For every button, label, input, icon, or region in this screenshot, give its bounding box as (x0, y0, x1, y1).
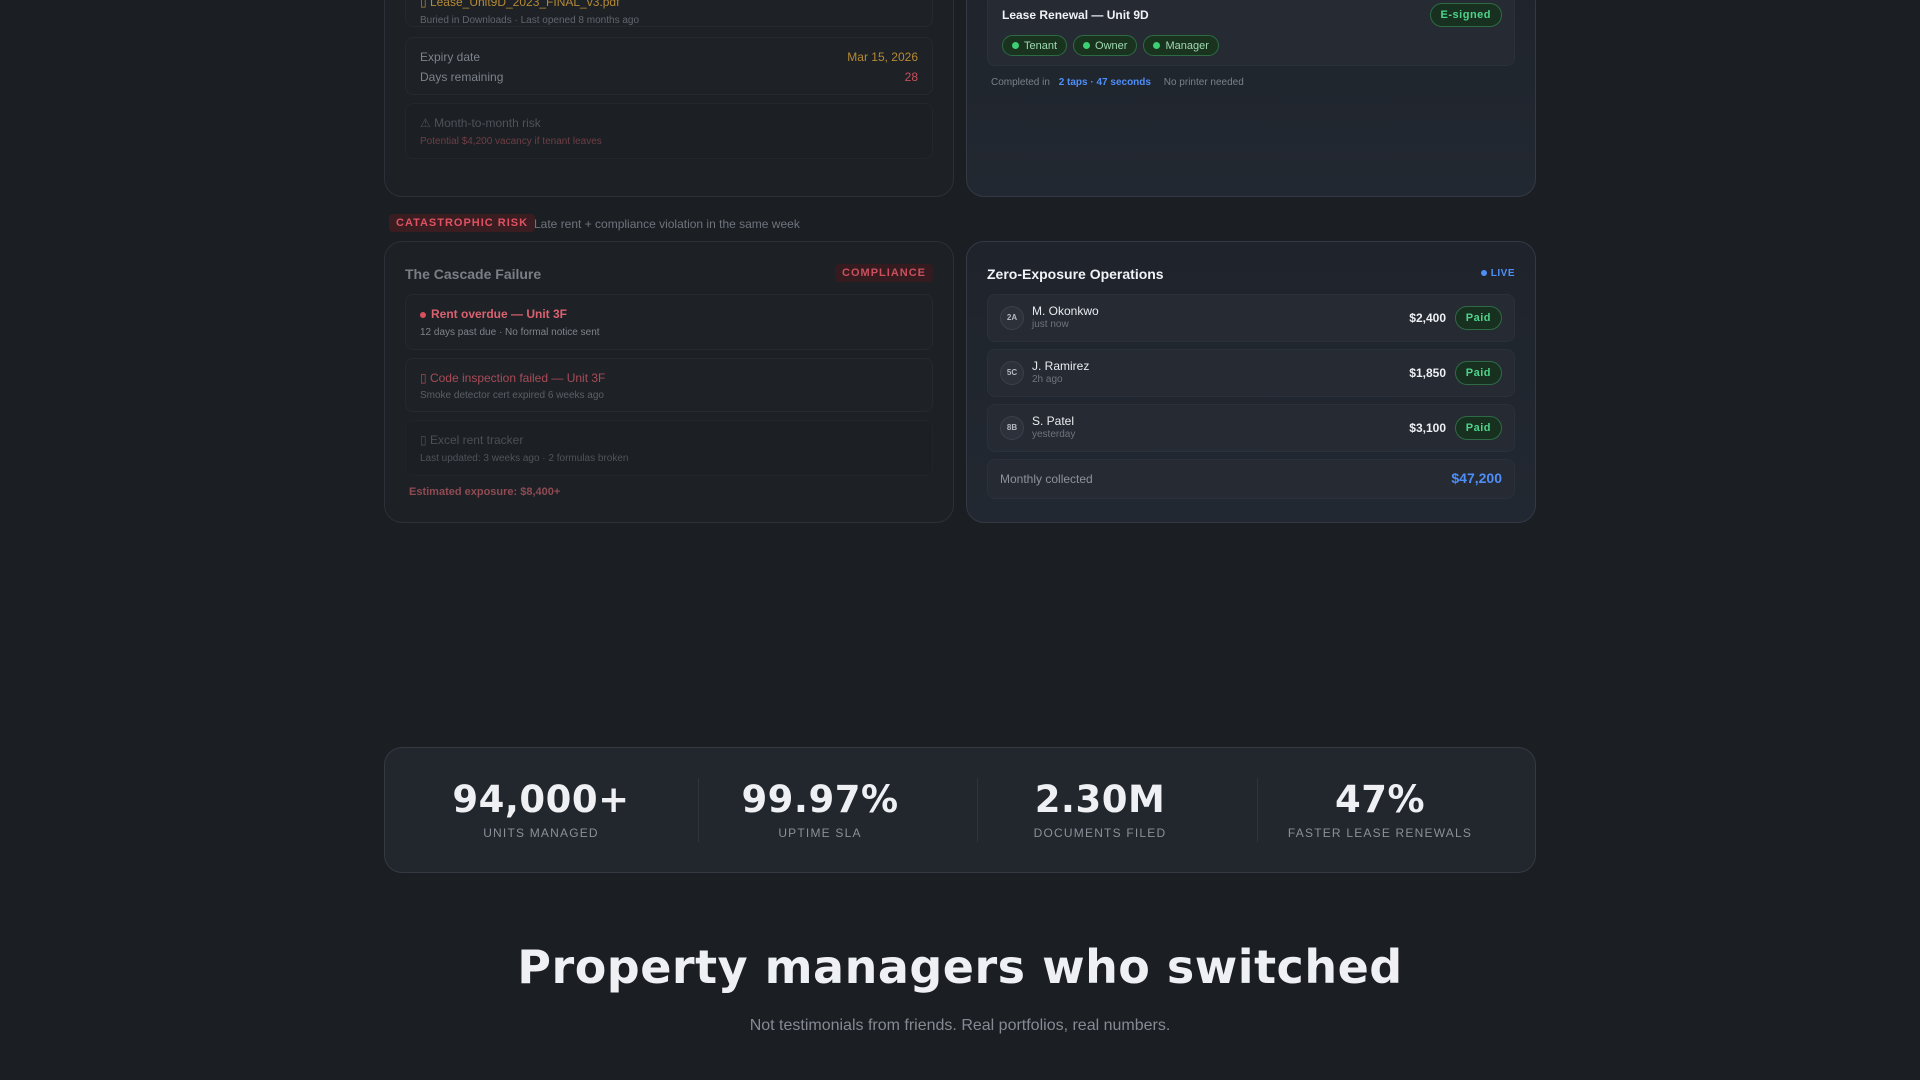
ops-title: Zero-Exposure Operations (987, 266, 1164, 282)
lease-file-row[interactable]: ▯ Lease_Unit9D_2023_FINAL_v3.pdf Buried … (405, 0, 933, 27)
avatar: 2A (1000, 306, 1024, 330)
paid-badge: Paid (1454, 416, 1502, 440)
document-icon: ▯ (420, 0, 427, 9)
stat-divider (1257, 778, 1258, 842)
live-dot-icon (1480, 270, 1487, 277)
avatar: 5C (1000, 361, 1024, 385)
testimonials-heading: Property managers who switched (517, 940, 1403, 994)
payment-time: just now (1032, 319, 1069, 330)
stat-divider (698, 778, 699, 842)
completed-prefix: Completed in (991, 77, 1050, 88)
stat-label: FASTER LEASE RENEWALS (1287, 826, 1473, 840)
payment-row[interactable]: 5C J. Ramirez 2h ago $1,850 Paid (987, 349, 1515, 397)
payment-row[interactable]: 8B S. Patel yesterday $3,100 Paid (987, 404, 1515, 452)
cascade-item-title: Code inspection failed — Unit 3F (429, 371, 606, 385)
cascade-item-title: Rent overdue — Unit 3F (431, 307, 568, 321)
check-dot-icon (1012, 42, 1019, 49)
risk-banner-text: Late rent + compliance violation in the … (534, 217, 800, 231)
monthly-collected-value: $47,200 (1451, 470, 1502, 486)
days-remaining-value: 28 (904, 70, 918, 84)
signer-pill: Tenant (1002, 35, 1068, 56)
live-indicator: LIVE (1490, 268, 1515, 279)
days-remaining-label: Days remaining (420, 70, 504, 84)
risk-meta: Potential $4,200 vacancy if tenant leave… (420, 136, 602, 147)
compliance-badge: COMPLIANCE (835, 264, 933, 282)
alert-dot-icon (420, 311, 426, 318)
paid-badge: Paid (1454, 361, 1502, 385)
monthly-collected-label: Monthly collected (1000, 472, 1093, 486)
stat-divider (977, 778, 978, 842)
payment-time: 2h ago (1032, 374, 1063, 385)
check-dot-icon (1153, 42, 1161, 49)
warning-icon: ⚠ (420, 116, 431, 130)
avatar: 8B (1000, 416, 1024, 440)
payer-name: S. Patel (1032, 414, 1075, 428)
paid-badge: Paid (1454, 306, 1502, 330)
lease-file-name: Lease_Unit9D_2023_FINAL_v3.pdf (429, 0, 620, 9)
expiry-label: Expiry date (420, 50, 481, 64)
lease-renewal-panel[interactable]: Lease Renewal — Unit 9D E-signed Tenant … (987, 0, 1515, 66)
spreadsheet-icon: ▯ (420, 433, 427, 447)
payment-amount: $2,400 (1409, 311, 1446, 325)
cascade-item-meta: Last updated: 3 weeks ago · 2 formulas b… (420, 453, 629, 464)
no-printer-text: No printer needed (1163, 77, 1244, 88)
stat-value: 2.30M (1034, 778, 1166, 821)
payer-name: J. Ramirez (1032, 359, 1090, 373)
stats-strip: 94,000+ UNITS MANAGED 99.97% UPTIME SLA … (384, 747, 1536, 873)
stat-value: 99.97% (741, 778, 899, 821)
cascade-item-meta: Smoke detector cert expired 6 weeks ago (420, 390, 604, 401)
cascade-item[interactable]: ▯ Code inspection failed — Unit 3F Smoke… (405, 358, 933, 412)
signer-pill: Manager (1143, 35, 1219, 56)
lease-renewal-card: Lease Renewal — Unit 9D E-signed Tenant … (966, 0, 1536, 197)
testimonials-subheading: Not testimonials from friends. Real port… (749, 1017, 1171, 1034)
renewal-title: Lease Renewal — Unit 9D (1002, 8, 1149, 22)
estimated-exposure: Estimated exposure: $8,400+ (409, 486, 561, 498)
stat-value: 47% (1334, 778, 1426, 821)
cascade-item[interactable]: Rent overdue — Unit 3F 12 days past due … (405, 294, 933, 350)
payment-amount: $1,850 (1409, 366, 1446, 380)
completed-value: 2 taps · 47 seconds (1058, 77, 1151, 88)
signers-list: Tenant Owner Manager (1002, 35, 1219, 56)
lease-file-meta: Buried in Downloads · Last opened 8 mont… (420, 15, 640, 26)
payment-row[interactable]: 2A M. Okonkwo just now $2,400 Paid (987, 294, 1515, 342)
cascade-item-title: Excel rent tracker (429, 433, 524, 447)
document-icon: ▯ (420, 371, 427, 385)
expiry-panel: Expiry date Mar 15, 2026 Days remaining … (405, 37, 933, 95)
check-dot-icon (1083, 42, 1091, 49)
stat-label: DOCUMENTS FILED (1033, 826, 1167, 840)
signer-pill: Owner (1073, 35, 1138, 56)
cascade-failure-card: The Cascade Failure COMPLIANCE Rent over… (384, 241, 954, 523)
zero-exposure-card: Zero-Exposure Operations LIVE 2A M. Okon… (966, 241, 1536, 523)
cascade-item[interactable]: ▯ Excel rent tracker Last updated: 3 wee… (405, 420, 933, 476)
payer-name: M. Okonkwo (1032, 304, 1099, 318)
stat-label: UNITS MANAGED (483, 826, 599, 840)
cascade-item-meta: 12 days past due · No formal notice sent (420, 327, 600, 338)
expiry-value: Mar 15, 2026 (847, 50, 918, 64)
cascade-title: The Cascade Failure (405, 266, 542, 282)
e-signed-badge: E-signed (1429, 3, 1502, 27)
month-to-month-risk-panel: ⚠ Month-to-month risk Potential $4,200 v… (405, 103, 933, 159)
stat-label: UPTIME SLA (778, 826, 862, 840)
stat-value: 94,000+ (452, 778, 630, 821)
risk-title: Month-to-month risk (434, 116, 541, 130)
payment-time: yesterday (1032, 429, 1076, 440)
lease-file-card: ▯ Lease_Unit9D_2023_FINAL_v3.pdf Buried … (384, 0, 954, 197)
monthly-collected-panel: Monthly collected $47,200 (987, 459, 1515, 499)
catastrophic-risk-badge: CATASTROPHIC RISK (389, 214, 536, 232)
payment-amount: $3,100 (1409, 421, 1446, 435)
